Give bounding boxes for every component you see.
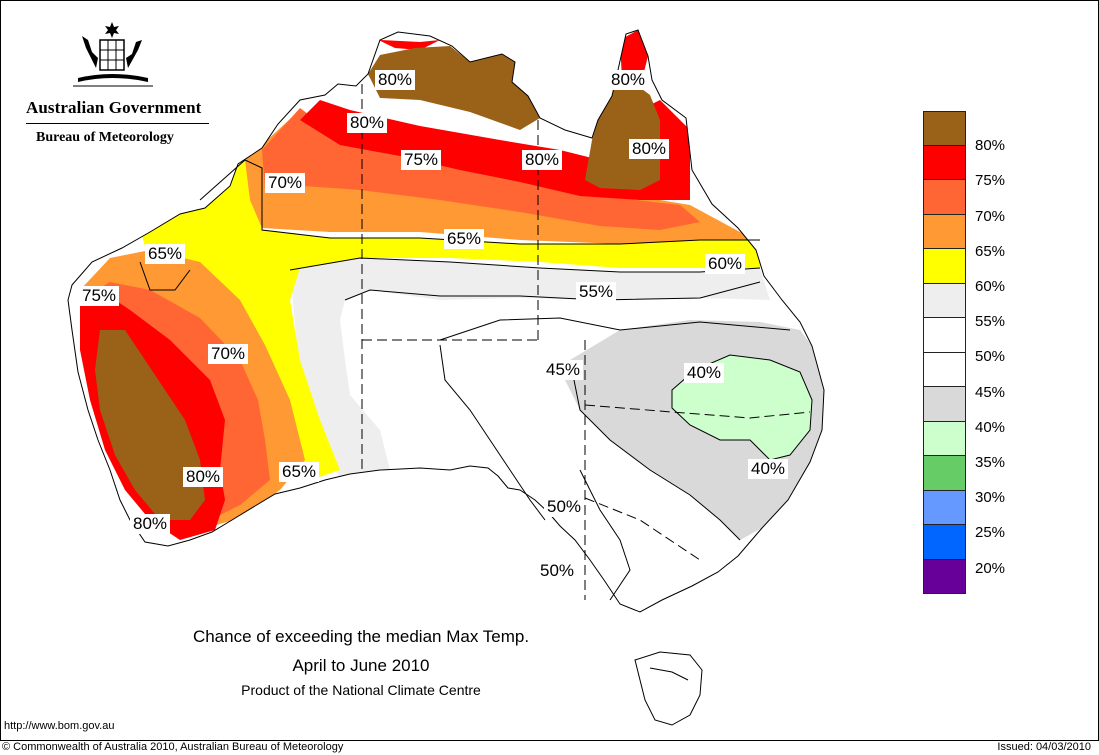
coat-of-arms-icon: [73, 22, 153, 87]
legend-label: 80%: [975, 137, 1006, 155]
issued-date: Issued: 04/03/2010: [997, 741, 1091, 753]
legend-label: 70%: [975, 207, 1006, 225]
map-label: 80%: [130, 514, 171, 534]
map-label: 50%: [537, 561, 578, 581]
map-label: 80%: [183, 467, 224, 487]
map-label: 80%: [347, 113, 388, 133]
map-label: 55%: [576, 282, 617, 302]
legend-swatch: [923, 318, 966, 353]
map-label: 65%: [279, 462, 320, 482]
website-link[interactable]: http://www.bom.gov.au: [4, 720, 115, 732]
map-product: Product of the National Climate Centre: [241, 682, 481, 698]
legend-label: 75%: [975, 172, 1006, 190]
map-label: 40%: [748, 459, 789, 479]
map-label: 80%: [608, 70, 649, 90]
legend-swatch: [923, 214, 966, 249]
legend-label: 50%: [975, 348, 1006, 366]
map-label: 40%: [684, 363, 725, 383]
legend-swatch: [923, 145, 966, 180]
map-label: 75%: [79, 286, 120, 306]
legend-swatch: [923, 490, 966, 525]
legend-label: 30%: [975, 489, 1006, 507]
map-period: April to June 2010: [292, 656, 430, 675]
map-label: 50%: [544, 497, 585, 517]
legend-swatch: [923, 283, 966, 318]
legend-swatch: [923, 525, 966, 560]
legend-label: 60%: [975, 278, 1006, 295]
legend-label: 35%: [975, 454, 1006, 471]
map-label: 65%: [444, 229, 485, 249]
color-legend: [923, 111, 966, 594]
legend-label: 40%: [975, 418, 1006, 436]
map-label: 80%: [375, 70, 416, 90]
map-label: 80%: [629, 139, 670, 159]
map-title: Chance of exceeding the median Max Temp.: [192, 627, 530, 646]
legend-swatch: [923, 111, 966, 146]
legend-swatch: [923, 421, 966, 456]
map-label: 65%: [145, 244, 186, 264]
map-label: 60%: [705, 254, 746, 274]
map-label: 70%: [265, 173, 306, 193]
legend-swatch: [923, 456, 966, 491]
map-label: 70%: [208, 344, 249, 364]
bureau-name: Bureau of Meteorology: [36, 130, 174, 145]
legend-label: 25%: [975, 524, 1006, 542]
legend-label: 20%: [975, 559, 1006, 577]
legend-label: 65%: [975, 242, 1006, 260]
legend-label: 45%: [975, 383, 1006, 401]
legend-swatch: [923, 180, 966, 215]
copyright-text: © Commonwealth of Australia 2010, Austra…: [2, 741, 344, 753]
legend-swatch: [923, 352, 966, 387]
legend-swatch: [923, 559, 966, 594]
header-divider: [26, 123, 209, 124]
map-label: 45%: [543, 360, 584, 380]
map-label: 80%: [522, 150, 563, 170]
legend-swatch: [923, 387, 966, 422]
legend-label: 55%: [975, 313, 1006, 331]
legend-swatch: [923, 249, 966, 284]
map-label: 75%: [401, 150, 442, 170]
government-name: Australian Government: [26, 98, 202, 117]
